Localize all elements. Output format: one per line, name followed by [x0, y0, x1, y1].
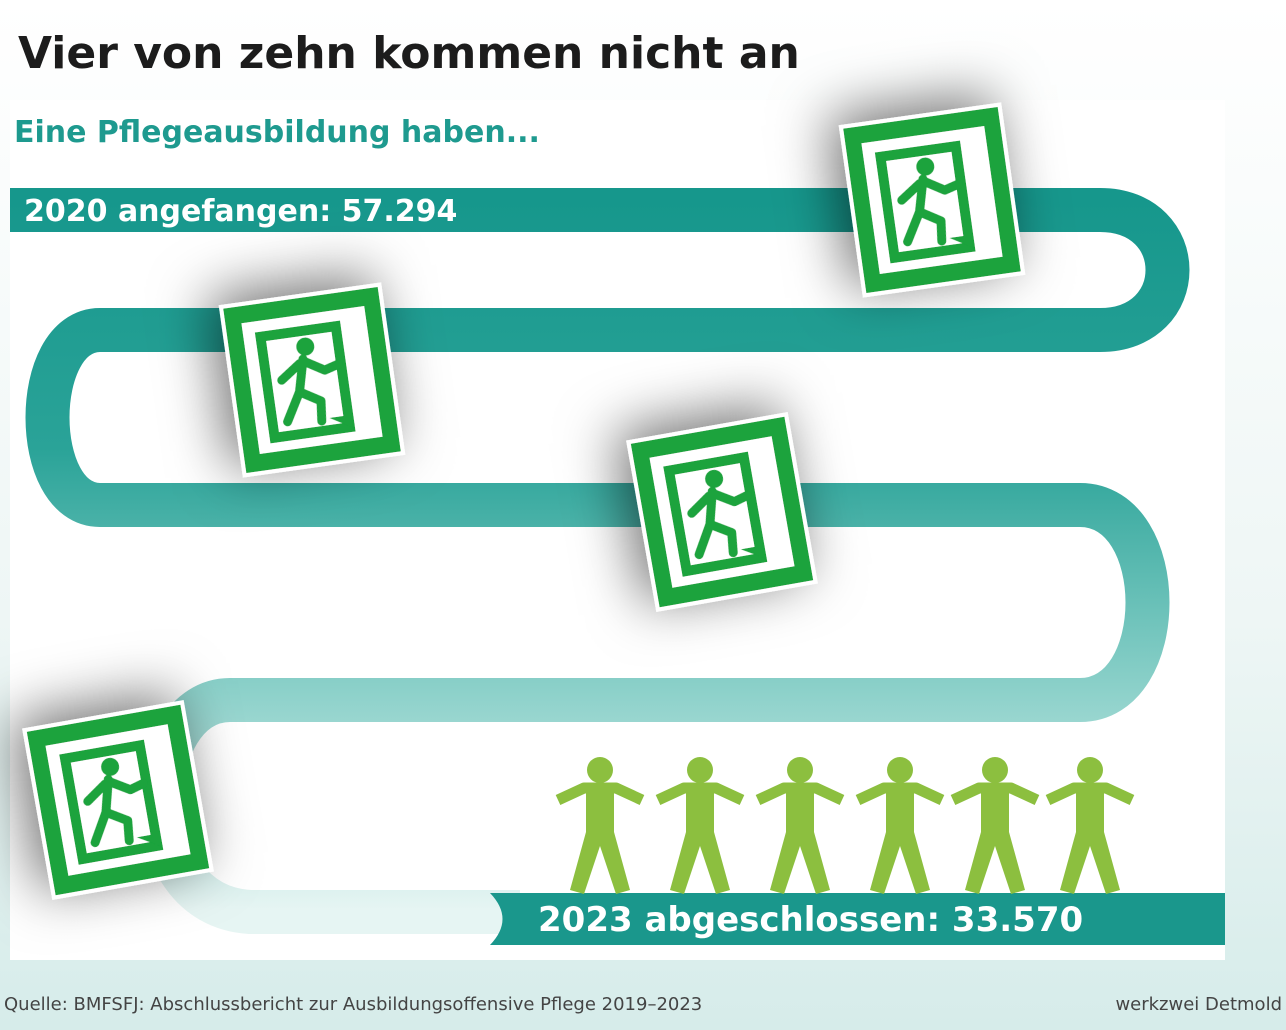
source: Quelle: BMFSFJ: Abschlussbericht zur Aus…	[4, 994, 702, 1015]
end-band	[490, 893, 1225, 945]
panel	[10, 100, 1225, 960]
exit-sign	[628, 414, 815, 609]
credit: werkzwei Detmold	[1115, 994, 1282, 1015]
exit-sign	[24, 702, 211, 897]
subtitle: Eine Pflegeausbildung haben...	[14, 115, 540, 150]
end-label: 2023 abgeschlossen: 33.570	[538, 900, 1083, 940]
exit-sign	[221, 285, 403, 476]
start-label: 2020 angefangen: 57.294	[24, 194, 457, 229]
exit-sign	[841, 105, 1023, 296]
title: Vier von zehn kommen nicht an	[18, 28, 800, 79]
